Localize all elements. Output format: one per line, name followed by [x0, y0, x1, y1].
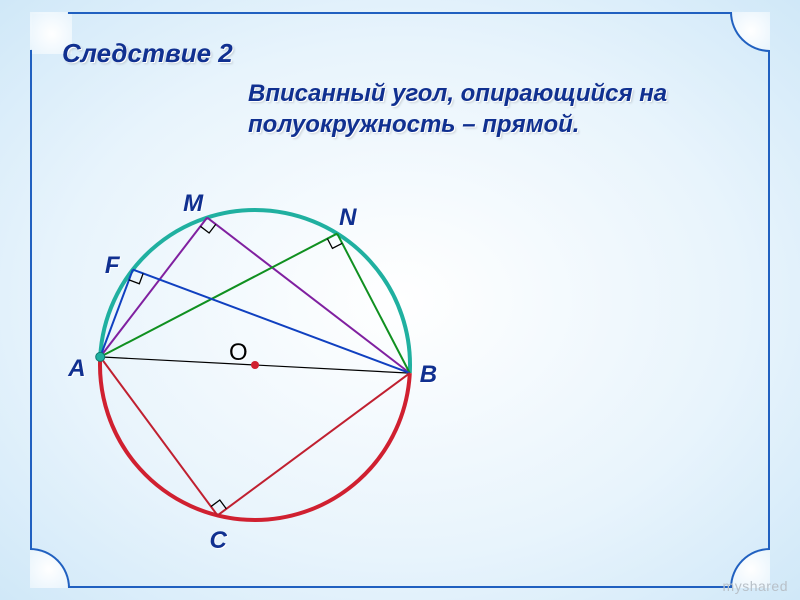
- point-label-A: A: [68, 355, 85, 383]
- point-label-B: B: [420, 361, 437, 389]
- subtitle-line1: Вписанный угол, опирающийся на: [248, 80, 667, 107]
- point-label-F: F: [105, 252, 120, 280]
- slide-subtitle: Вписанный угол, опирающийся на полуокруж…: [248, 78, 667, 140]
- frame-corner: [730, 12, 770, 52]
- diagram-svg: [45, 155, 465, 575]
- point-label-O: O: [229, 339, 248, 367]
- watermark: myshared: [723, 578, 788, 594]
- geometry-diagram: A B M N F C O: [45, 155, 465, 575]
- subtitle-line2: полуокружность – прямой.: [248, 111, 579, 138]
- point-label-N: N: [339, 204, 356, 232]
- slide-title: Следствие 2: [62, 38, 233, 69]
- point-label-C: C: [210, 527, 227, 555]
- point-label-M: M: [183, 190, 203, 218]
